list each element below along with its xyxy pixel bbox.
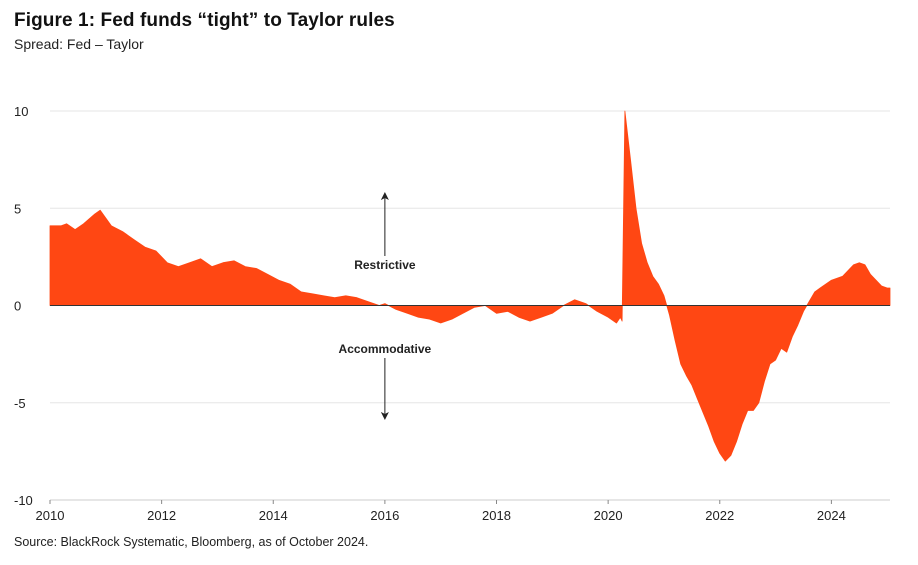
- area-series: [49, 110, 891, 462]
- spread-area: [49, 110, 891, 462]
- x-tick-label: 2020: [594, 508, 623, 523]
- chart-source: Source: BlackRock Systematic, Bloomberg,…: [14, 535, 369, 549]
- chart-title: Figure 1: Fed funds “tight” to Taylor ru…: [14, 10, 395, 31]
- chart-subtitle: Spread: Fed – Taylor: [14, 36, 144, 52]
- x-tick-label: 2022: [705, 508, 734, 523]
- axes: -10 -5 0 5 10 2010 2012 2014 2016 2018 2020 2022 202…: [14, 104, 890, 523]
- annotations: Restrictive Accommodative: [339, 192, 432, 420]
- x-tick-label: 2014: [259, 508, 288, 523]
- x-tick-label: 2018: [482, 508, 511, 523]
- restrictive-label: Restrictive: [354, 258, 416, 272]
- accommodative-label: Accommodative: [339, 342, 432, 356]
- y-tick-label: -10: [14, 493, 33, 508]
- x-tick-label: 2016: [370, 508, 399, 523]
- x-tick-label: 2010: [36, 508, 65, 523]
- y-tick-label: -5: [14, 396, 26, 411]
- y-tick-label: 10: [14, 104, 28, 119]
- y-tick-label: 5: [14, 201, 21, 216]
- y-tick-label: 0: [14, 299, 21, 314]
- x-tick-label: 2024: [817, 508, 846, 523]
- x-tick-label: 2012: [147, 508, 176, 523]
